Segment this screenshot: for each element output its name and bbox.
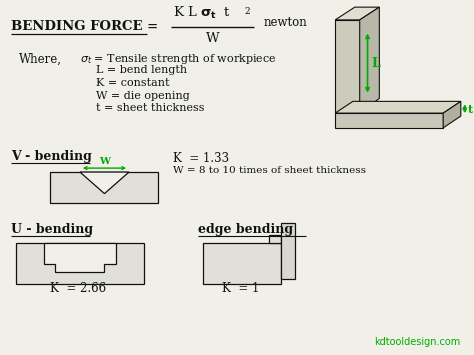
- Text: kdtooldesign.com: kdtooldesign.com: [374, 337, 461, 347]
- Text: W = 8 to 10 times of sheet thickness: W = 8 to 10 times of sheet thickness: [173, 166, 366, 175]
- Text: W: W: [206, 32, 219, 45]
- Text: BENDING FORCE =: BENDING FORCE =: [11, 20, 158, 33]
- Text: W = die opening: W = die opening: [96, 91, 190, 100]
- Polygon shape: [335, 20, 360, 113]
- Text: newton: newton: [264, 16, 307, 29]
- Text: t = sheet thickness: t = sheet thickness: [96, 103, 204, 113]
- Polygon shape: [360, 7, 379, 113]
- Polygon shape: [44, 243, 116, 272]
- Bar: [16, 243, 144, 284]
- Text: K  = 1: K = 1: [222, 282, 260, 295]
- Text: K L $\mathbf{\sigma_t}$  t: K L $\mathbf{\sigma_t}$ t: [173, 5, 231, 21]
- Text: L: L: [372, 56, 380, 70]
- Polygon shape: [269, 235, 281, 243]
- Polygon shape: [335, 102, 461, 113]
- Polygon shape: [335, 113, 443, 128]
- Polygon shape: [335, 7, 379, 20]
- Bar: [203, 243, 281, 284]
- Text: V - bending: V - bending: [11, 151, 92, 163]
- Text: $\sigma_t$ = Tensile strength of workpiece: $\sigma_t$ = Tensile strength of workpie…: [80, 52, 276, 66]
- Text: K  = 1.33: K = 1.33: [173, 152, 229, 165]
- Text: Where,: Where,: [19, 52, 62, 65]
- Polygon shape: [281, 223, 295, 279]
- Text: K  = 2.66: K = 2.66: [50, 282, 107, 295]
- Text: L = bend length: L = bend length: [96, 65, 187, 75]
- Bar: [50, 172, 158, 203]
- Text: K = constant: K = constant: [96, 78, 169, 88]
- Text: W: W: [99, 157, 110, 166]
- Polygon shape: [443, 102, 461, 128]
- Text: 2: 2: [245, 7, 250, 16]
- Text: edge bending: edge bending: [198, 223, 293, 236]
- Text: U - bending: U - bending: [11, 223, 93, 236]
- Text: t: t: [468, 104, 473, 115]
- Polygon shape: [80, 172, 129, 193]
